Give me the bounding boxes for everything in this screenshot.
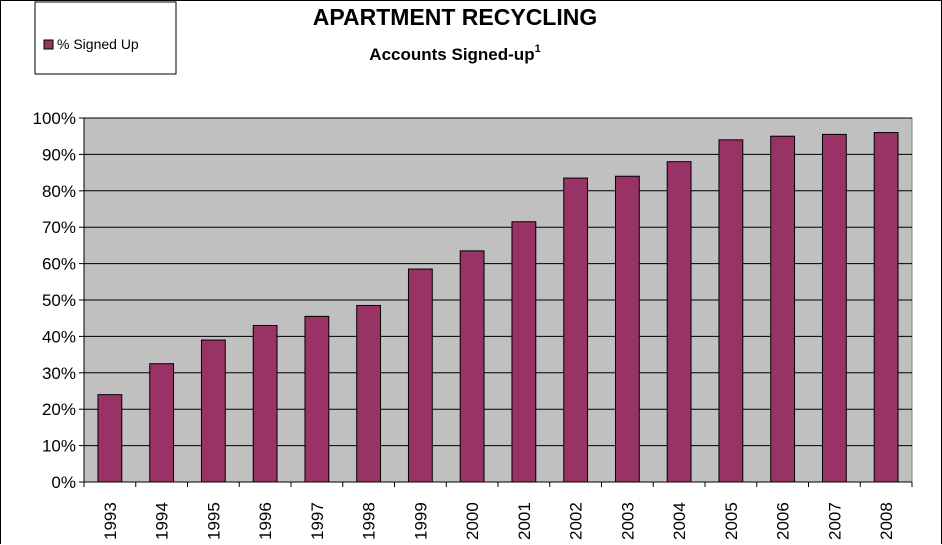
- bar: [304, 315, 330, 483]
- bar: [770, 135, 796, 483]
- chart-subtitle-footnote: 1: [535, 43, 541, 55]
- x-tick-label: 2002: [567, 502, 586, 540]
- x-tick-label: 2005: [722, 502, 741, 540]
- bar: [356, 304, 382, 483]
- x-tick-label: 2007: [825, 502, 844, 540]
- x-tick-label: 2006: [774, 502, 793, 540]
- x-tick-label: 1993: [101, 502, 120, 540]
- x-tick-label: 1997: [308, 502, 327, 540]
- bar: [407, 268, 433, 483]
- y-axis-ticks: 0% 10% 20% 30% 40% 50% 60% 70% 80% 90% 100%: [33, 109, 84, 492]
- legend-label: % Signed Up: [57, 36, 139, 52]
- chart-subtitle: Accounts Signed-up1: [369, 43, 540, 64]
- x-tick-label: 2003: [618, 502, 637, 540]
- y-tick-label: 60%: [42, 255, 76, 274]
- x-tick-label: 2000: [463, 502, 482, 540]
- x-tick-label: 1995: [204, 502, 223, 540]
- x-tick-label: 2001: [515, 502, 534, 540]
- y-tick-label: 100%: [33, 109, 76, 128]
- x-tick-label: 1994: [153, 502, 172, 540]
- chart-title: APARTMENT RECYCLING: [313, 4, 598, 30]
- x-axis-ticks: 1993 1994 1995 1996 1997 1998 1999 2000 2001 2002…: [83, 482, 913, 540]
- bar: [563, 177, 589, 483]
- chart-subtitle-text: Accounts Signed-up: [369, 45, 534, 64]
- y-tick-label: 80%: [42, 182, 76, 201]
- legend-box: [34, 1, 177, 75]
- bar: [511, 221, 537, 483]
- x-tick-label: 1999: [411, 502, 430, 540]
- y-tick-label: 30%: [42, 364, 76, 383]
- bar: [252, 324, 278, 483]
- y-tick-label: 50%: [42, 291, 76, 310]
- y-tick-label: 90%: [42, 145, 76, 164]
- y-tick-label: 0%: [51, 473, 76, 492]
- x-tick-label: 1998: [360, 502, 379, 540]
- bar: [97, 394, 123, 483]
- x-tick-label: 1996: [256, 502, 275, 540]
- y-tick-label: 20%: [42, 400, 76, 419]
- y-tick-label: 40%: [42, 327, 76, 346]
- bar: [459, 250, 485, 483]
- legend-swatch: [43, 39, 54, 50]
- bar: [666, 161, 692, 483]
- bar: [200, 339, 226, 483]
- legend: % Signed Up: [34, 1, 177, 75]
- y-tick-label: 10%: [42, 437, 76, 456]
- bar: [821, 133, 847, 483]
- x-tick-label: 2008: [877, 502, 896, 540]
- bar: [718, 139, 744, 483]
- bar: [614, 175, 640, 483]
- y-tick-label: 70%: [42, 218, 76, 237]
- bars: [97, 132, 899, 483]
- bar: [149, 363, 175, 483]
- x-tick-label: 2004: [670, 502, 689, 540]
- bar: [873, 132, 899, 483]
